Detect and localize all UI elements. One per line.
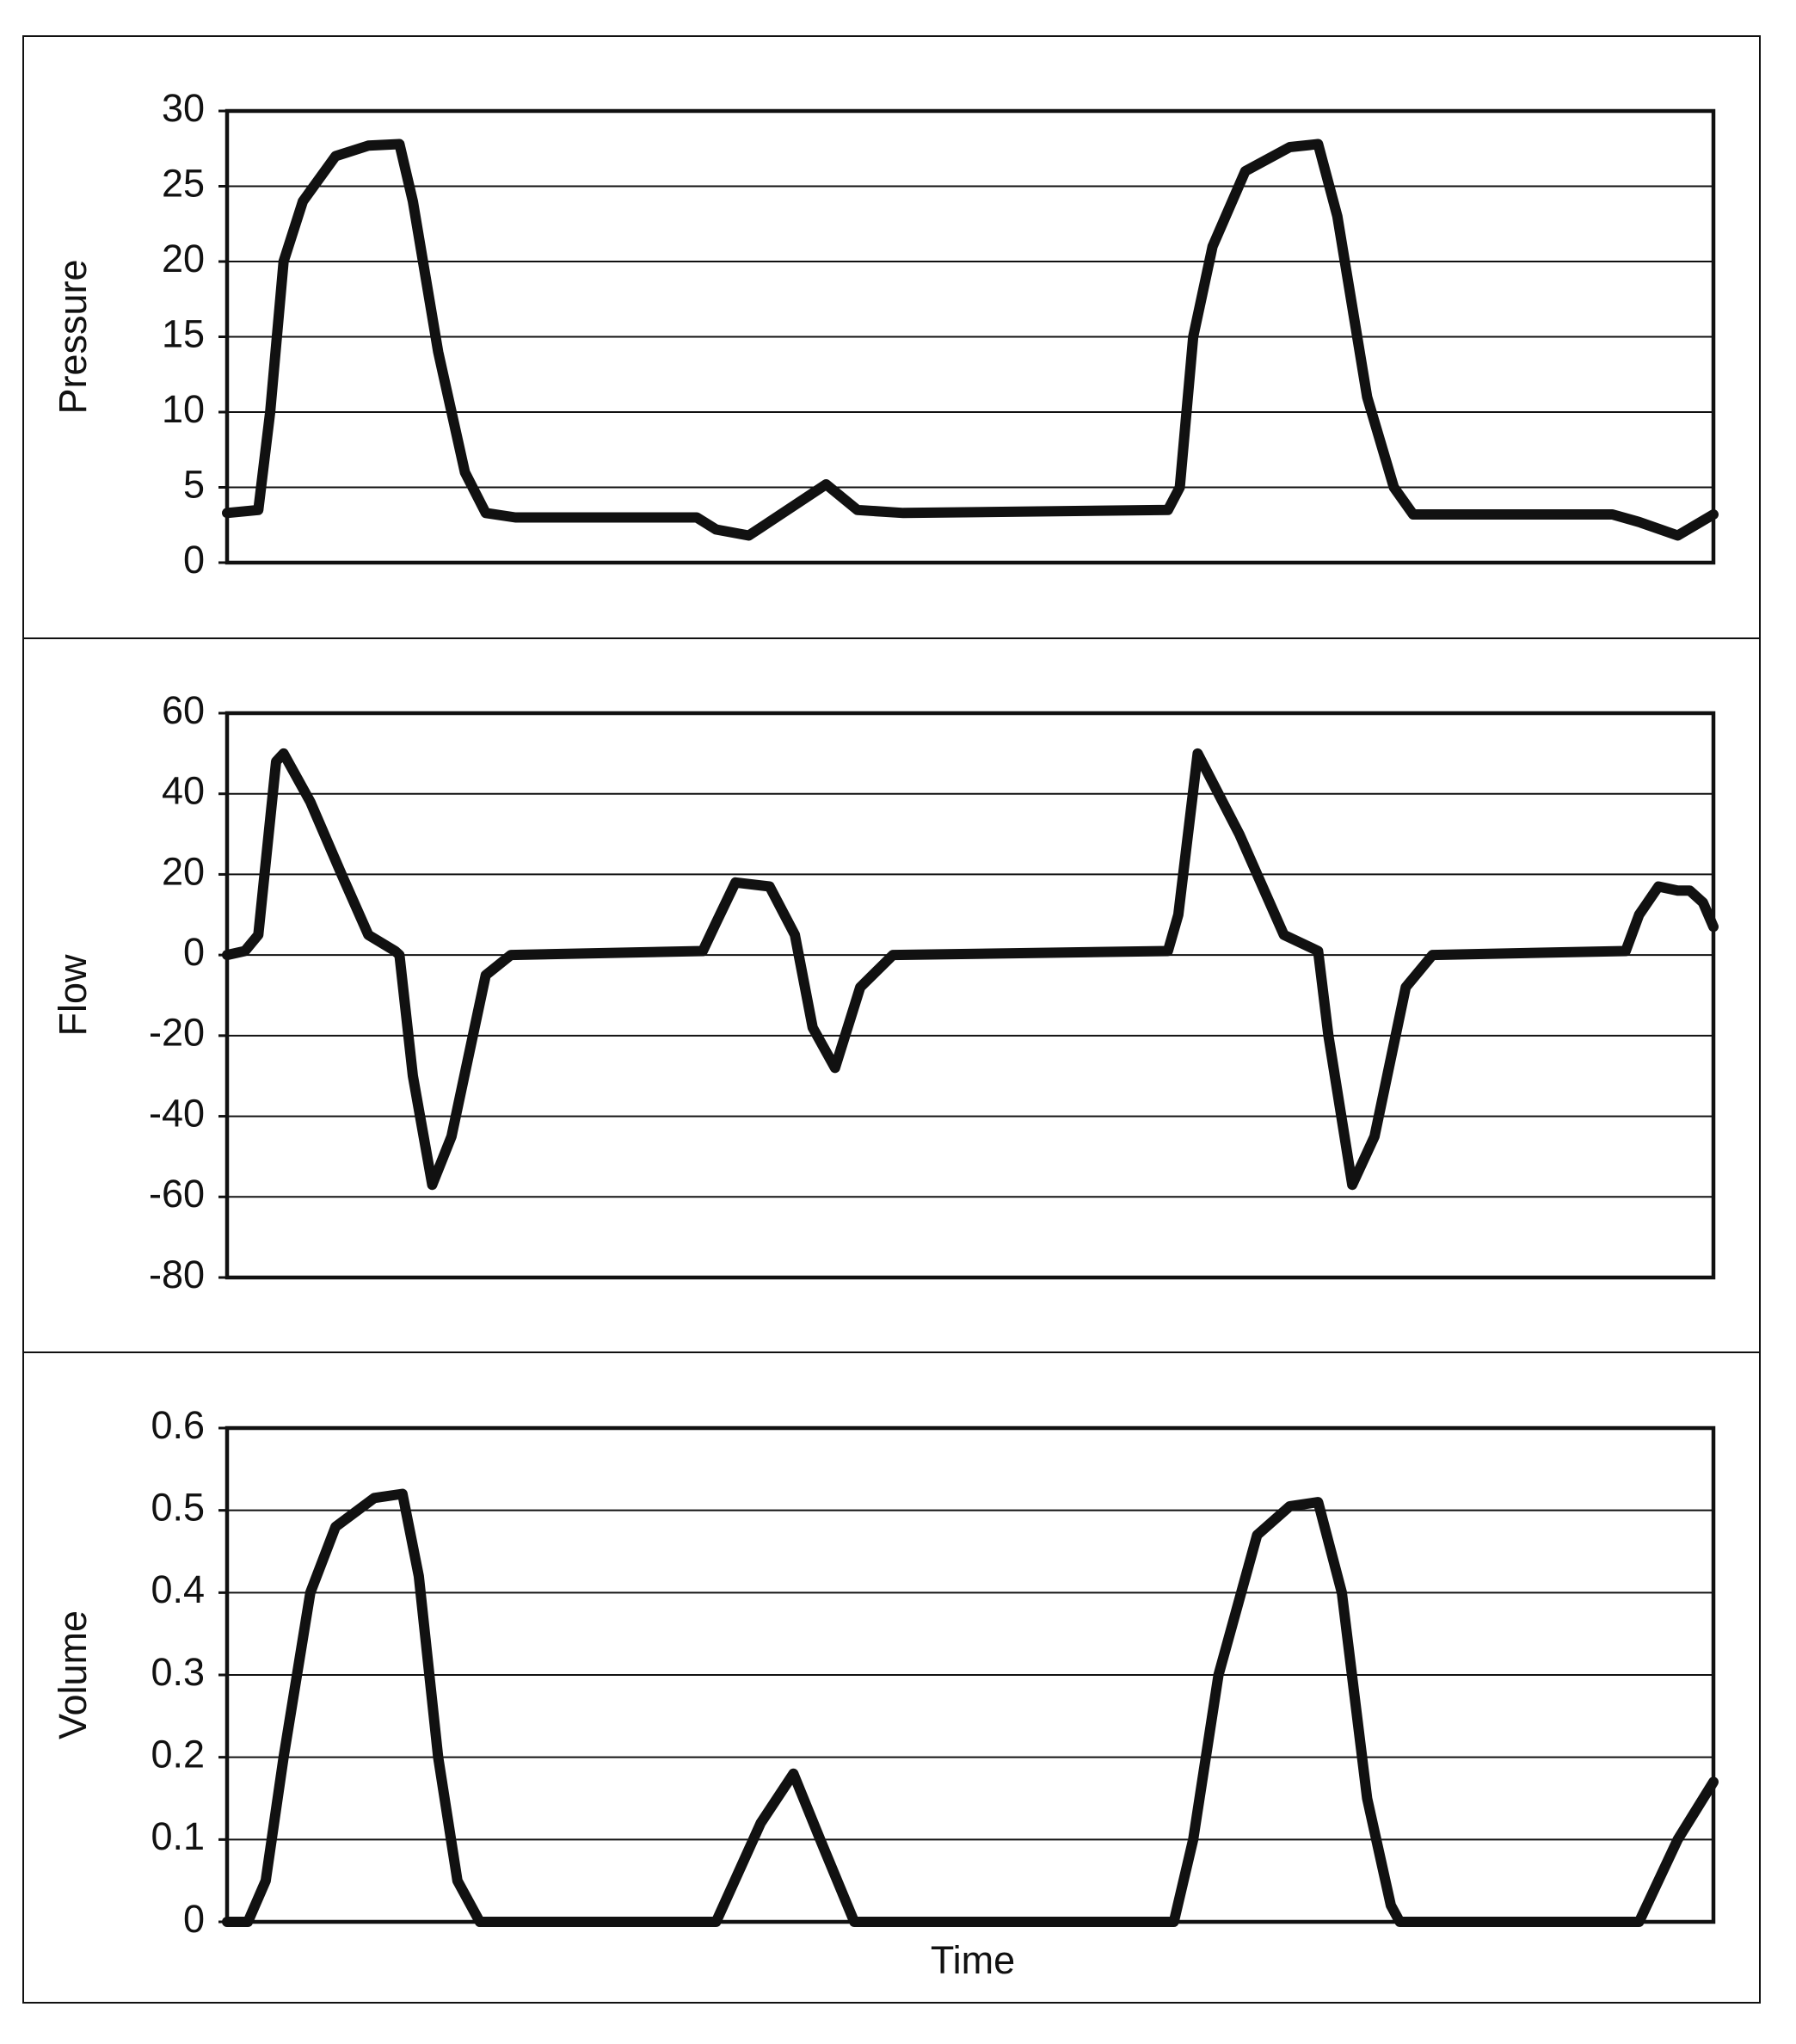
y-tick-label: 0.5	[151, 1486, 205, 1530]
plot-frame	[224, 108, 1716, 565]
data-line	[222, 139, 1719, 541]
y-tick-label: 25	[162, 161, 205, 205]
y-tick-label: 0.4	[151, 1567, 205, 1611]
y-tick-label: 15	[162, 311, 205, 355]
data-line	[222, 1488, 1719, 1927]
x-axis-label: Time	[931, 1938, 1015, 1982]
y-tick-label: 5	[183, 462, 205, 506]
y-tick-label: 20	[162, 849, 205, 893]
y-tick-label: 0.1	[151, 1814, 205, 1858]
data-line	[222, 748, 1719, 1191]
y-axis-label: Flow	[51, 954, 95, 1037]
y-tick-label: 60	[162, 688, 205, 732]
plot-frame	[224, 711, 1716, 1280]
outer-frame	[22, 35, 1761, 2004]
y-axis-label: Volume	[51, 1610, 95, 1739]
y-tick-label: 0.3	[151, 1650, 205, 1694]
y-tick-label: 20	[162, 237, 205, 280]
y-tick-label: 40	[162, 769, 205, 813]
y-tick-label: -20	[149, 1011, 205, 1055]
y-tick-label: -80	[149, 1253, 205, 1296]
y-tick-label: -60	[149, 1172, 205, 1216]
y-axis-label: Pressure	[51, 259, 95, 414]
y-tick-label: 0	[183, 538, 205, 582]
y-tick-label: 0	[183, 1897, 205, 1941]
y-tick-label: 10	[162, 387, 205, 431]
y-tick-label: 0.2	[151, 1733, 205, 1776]
y-tick-label: 30	[162, 86, 205, 130]
y-tick-label: 0	[183, 930, 205, 974]
y-tick-label: -40	[149, 1091, 205, 1135]
y-tick-label: 0.6	[151, 1403, 205, 1447]
